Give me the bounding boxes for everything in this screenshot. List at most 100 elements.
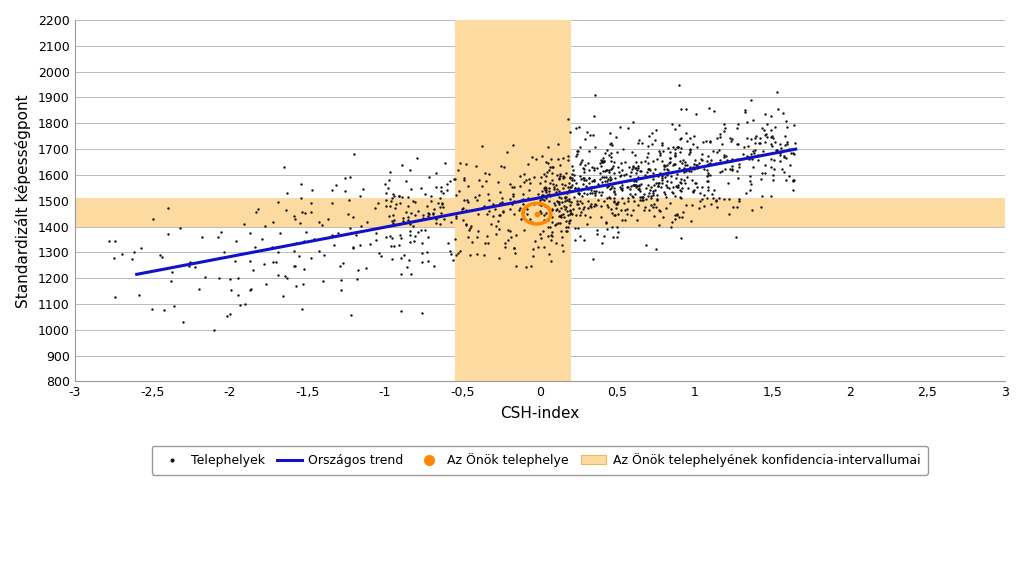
Point — [553, 213, 569, 222]
Point — [541, 184, 557, 193]
Point — [719, 155, 735, 164]
Point — [618, 204, 635, 213]
Point — [243, 284, 259, 293]
Point — [538, 208, 554, 217]
Point — [296, 236, 312, 245]
Point — [673, 104, 689, 113]
Point — [546, 182, 562, 191]
Point — [324, 198, 340, 207]
Point — [525, 199, 542, 208]
Point — [551, 211, 567, 220]
Point — [743, 150, 760, 159]
Point — [750, 150, 766, 159]
Point — [195, 233, 211, 242]
Point — [454, 204, 470, 213]
Point — [560, 195, 577, 204]
Point — [526, 236, 543, 245]
Point — [613, 181, 630, 190]
Point — [753, 203, 769, 212]
Point — [385, 219, 401, 228]
Point — [654, 138, 671, 148]
Point — [610, 209, 627, 218]
Point — [497, 163, 513, 172]
Point — [551, 206, 567, 215]
Point — [558, 169, 574, 178]
Point — [684, 188, 700, 197]
Point — [779, 137, 796, 146]
Point — [678, 129, 694, 138]
Point — [714, 166, 730, 175]
Point — [579, 190, 595, 199]
Point — [124, 254, 140, 263]
Point — [333, 285, 349, 294]
Point — [543, 236, 559, 245]
Point — [542, 222, 558, 231]
Point — [523, 153, 540, 162]
Point — [515, 190, 531, 199]
Point — [248, 208, 264, 217]
Point — [383, 196, 399, 205]
Point — [551, 193, 567, 202]
Point — [524, 244, 541, 253]
Point — [615, 171, 632, 180]
Point — [669, 183, 685, 192]
Point — [502, 194, 518, 203]
Point — [548, 238, 564, 247]
Point — [351, 192, 368, 201]
Point — [671, 120, 687, 129]
Point — [522, 215, 539, 224]
Point — [588, 200, 604, 209]
Point — [532, 201, 549, 210]
Point — [492, 198, 508, 207]
Point — [393, 307, 410, 316]
Point — [673, 234, 689, 243]
Point — [701, 158, 718, 167]
Point — [172, 224, 188, 233]
Point — [647, 135, 664, 144]
Point — [343, 311, 359, 320]
Point — [671, 213, 687, 222]
Point — [313, 220, 330, 229]
Point — [166, 301, 182, 310]
Point — [499, 148, 515, 157]
Point — [422, 213, 438, 222]
Point — [464, 237, 480, 246]
Point — [631, 136, 647, 145]
Point — [581, 173, 597, 182]
Point — [603, 184, 620, 193]
Point — [608, 198, 625, 207]
Point — [575, 203, 592, 212]
Point — [483, 220, 500, 229]
Point — [775, 109, 792, 118]
Point — [359, 218, 376, 227]
Point — [647, 203, 664, 212]
Point — [506, 244, 522, 253]
Point — [709, 147, 725, 156]
Point — [539, 186, 555, 195]
Point — [604, 233, 621, 242]
Point — [724, 162, 740, 171]
Point — [553, 226, 569, 235]
Point — [617, 158, 634, 167]
Point — [540, 191, 556, 200]
Point — [548, 180, 564, 189]
Point — [649, 178, 666, 187]
Point — [512, 181, 528, 190]
Point — [627, 163, 643, 172]
Point — [670, 169, 686, 178]
Point — [671, 163, 687, 172]
Point — [673, 186, 689, 195]
Point — [646, 212, 663, 221]
Point — [560, 151, 577, 160]
Point — [219, 311, 236, 320]
Point — [542, 190, 558, 199]
Point — [271, 229, 288, 238]
Point — [717, 124, 733, 133]
Point — [258, 280, 274, 289]
Point — [520, 194, 537, 203]
Point — [673, 144, 689, 153]
Point — [401, 217, 418, 226]
Point — [520, 186, 537, 195]
Point — [419, 202, 435, 211]
Point — [298, 228, 314, 237]
